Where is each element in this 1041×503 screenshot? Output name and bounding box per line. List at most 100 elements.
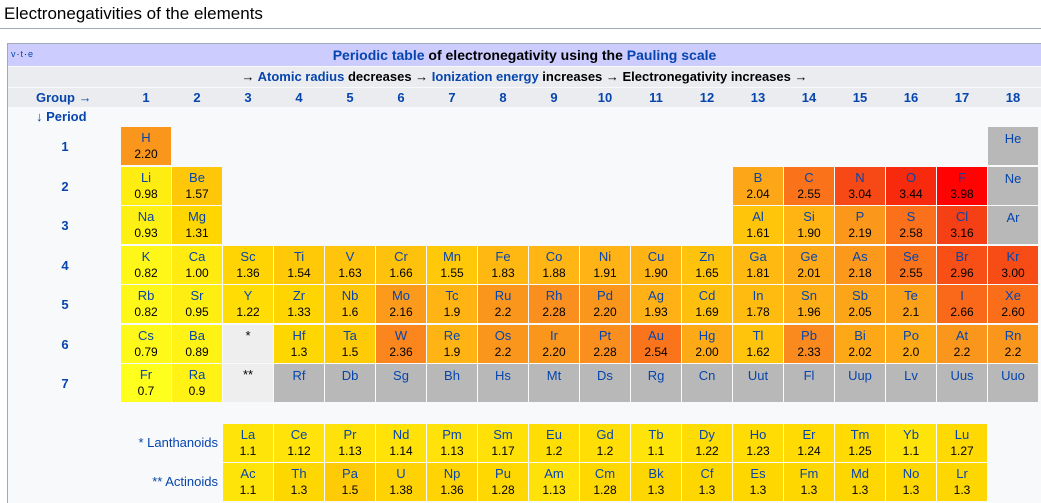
element-cell-o[interactable]: O 3.44 [886,167,936,205]
element-cell-mt[interactable]: Mt [529,364,579,402]
element-cell-h[interactable]: H 2.20 [121,127,171,165]
element-symbol[interactable]: Sg [393,368,409,383]
view-link[interactable]: v [11,49,17,59]
element-cell-br[interactable]: Br 2.96 [937,246,987,284]
element-symbol[interactable]: Cr [394,249,408,264]
element-symbol[interactable]: Ni [598,249,612,264]
element-symbol[interactable]: W [394,328,408,343]
element-cell-cl[interactable]: Cl 3.16 [937,206,987,244]
element-cell-mg[interactable]: Mg 1.31 [172,206,222,244]
period-label-7[interactable]: 7 [61,376,69,391]
element-cell-pd[interactable]: Pd 2.20 [580,285,630,323]
element-cell-v[interactable]: V 1.63 [325,246,375,284]
element-cell-hg[interactable]: Hg 2.00 [682,325,732,363]
element-symbol[interactable]: He [1004,131,1022,146]
element-symbol[interactable]: K [141,249,151,264]
element-cell-cd[interactable]: Cd 1.69 [682,285,732,323]
group-header-11[interactable]: 11 [649,90,663,105]
element-symbol[interactable]: Ag [648,288,664,303]
element-symbol[interactable]: Eu [546,427,562,442]
element-symbol[interactable]: Nd [392,427,410,442]
element-symbol[interactable]: C [804,170,814,185]
actinoids-label[interactable]: ** Actinoids [152,474,218,489]
element-cell-kr[interactable]: Kr 3.00 [988,246,1038,284]
element-cell-mo[interactable]: Mo 2.16 [376,285,426,323]
element-symbol[interactable]: Cu [647,249,665,264]
element-symbol[interactable]: Md [850,466,870,481]
element-cell-db[interactable]: Db [325,364,375,402]
talk-link[interactable]: t [20,49,25,59]
group-header-8[interactable]: 8 [499,90,507,105]
element-cell-fr[interactable]: Fr 0.7 [121,364,171,402]
element-symbol[interactable]: Am [544,466,564,481]
element-cell-ag[interactable]: Ag 1.93 [631,285,681,323]
element-cell-am[interactable]: Am 1.13 [529,463,579,501]
element-cell-mn[interactable]: Mn 1.55 [427,246,477,284]
element-cell-bk[interactable]: Bk 1.3 [631,463,681,501]
element-symbol[interactable]: In [752,288,764,303]
element-symbol[interactable]: N [855,170,865,185]
element-symbol[interactable]: Gd [596,427,614,442]
element-symbol[interactable]: Zr [292,288,306,303]
element-cell-hf[interactable]: Hf 1.3 [274,325,324,363]
element-symbol[interactable]: Br [955,249,969,264]
element-cell-rb[interactable]: Rb 0.82 [121,285,171,323]
element-cell-sb[interactable]: Sb 2.05 [835,285,885,323]
element-symbol[interactable]: Cn [698,368,716,383]
element-symbol[interactable]: Lr [956,466,968,481]
element-cell-ni[interactable]: Ni 1.91 [580,246,630,284]
element-symbol[interactable]: Mn [442,249,462,264]
element-symbol[interactable]: Fr [139,367,153,382]
group-header-7[interactable]: 7 [448,90,456,105]
element-symbol[interactable]: Ac [240,466,256,481]
element-cell-nd[interactable]: Nd 1.14 [376,424,426,462]
element-cell-ba[interactable]: Ba 0.89 [172,325,222,363]
element-symbol[interactable]: Nb [341,288,359,303]
element-symbol[interactable]: Pm [442,427,462,442]
element-cell-hs[interactable]: Hs [478,364,528,402]
element-cell-bi[interactable]: Bi 2.02 [835,325,885,363]
element-symbol[interactable]: Pb [801,328,817,343]
element-symbol[interactable]: Ba [189,328,205,343]
element-cell-cn[interactable]: Cn [682,364,732,402]
element-cell-b[interactable]: B 2.04 [733,167,783,205]
element-cell-al[interactable]: Al 1.61 [733,206,783,244]
element-cell-rf[interactable]: Rf [274,364,324,402]
element-symbol[interactable]: Cf [700,466,714,481]
periodic-table-link[interactable]: Periodic table [332,47,425,63]
element-cell-sc[interactable]: Sc 1.36 [223,246,273,284]
element-cell-na[interactable]: Na 0.93 [121,206,171,244]
group-header-18[interactable]: 18 [1005,90,1021,105]
element-cell-in[interactable]: In 1.78 [733,285,783,323]
element-symbol[interactable]: Ga [749,249,767,264]
element-symbol[interactable]: Bh [444,368,460,383]
element-symbol[interactable]: Pd [597,288,613,303]
element-symbol[interactable]: Uup [848,368,872,383]
element-cell-ca[interactable]: Ca 1.00 [172,246,222,284]
element-symbol[interactable]: Ho [749,427,767,442]
element-symbol[interactable]: Kr [1006,249,1020,264]
element-cell-ce[interactable]: Ce 1.12 [274,424,324,462]
element-cell-si[interactable]: Si 1.90 [784,206,834,244]
element-cell-li[interactable]: Li 0.98 [121,167,171,205]
element-symbol[interactable]: F [958,170,966,185]
element-symbol[interactable]: Ge [800,249,818,264]
element-cell-lv[interactable]: Lv [886,364,936,402]
element-symbol[interactable]: Pu [495,466,511,481]
group-header-10[interactable]: 10 [597,90,613,105]
element-cell-n[interactable]: N 3.04 [835,167,885,205]
element-cell-cm[interactable]: Cm 1.28 [580,463,630,501]
element-symbol[interactable]: Ca [188,249,206,264]
element-symbol[interactable]: Ir [550,328,558,343]
element-cell-he[interactable]: He [988,127,1038,165]
element-symbol[interactable]: As [852,249,868,264]
element-symbol[interactable]: Po [903,328,919,343]
element-cell-uut[interactable]: Uut [733,364,783,402]
element-symbol[interactable]: Hg [698,328,716,343]
element-symbol[interactable]: Cd [698,288,716,303]
element-symbol[interactable]: Yb [903,427,919,442]
group-header-9[interactable]: 9 [550,90,558,105]
element-cell-cf[interactable]: Cf 1.3 [682,463,732,501]
element-symbol[interactable]: Be [189,170,205,185]
element-symbol[interactable]: Zn [699,249,715,264]
